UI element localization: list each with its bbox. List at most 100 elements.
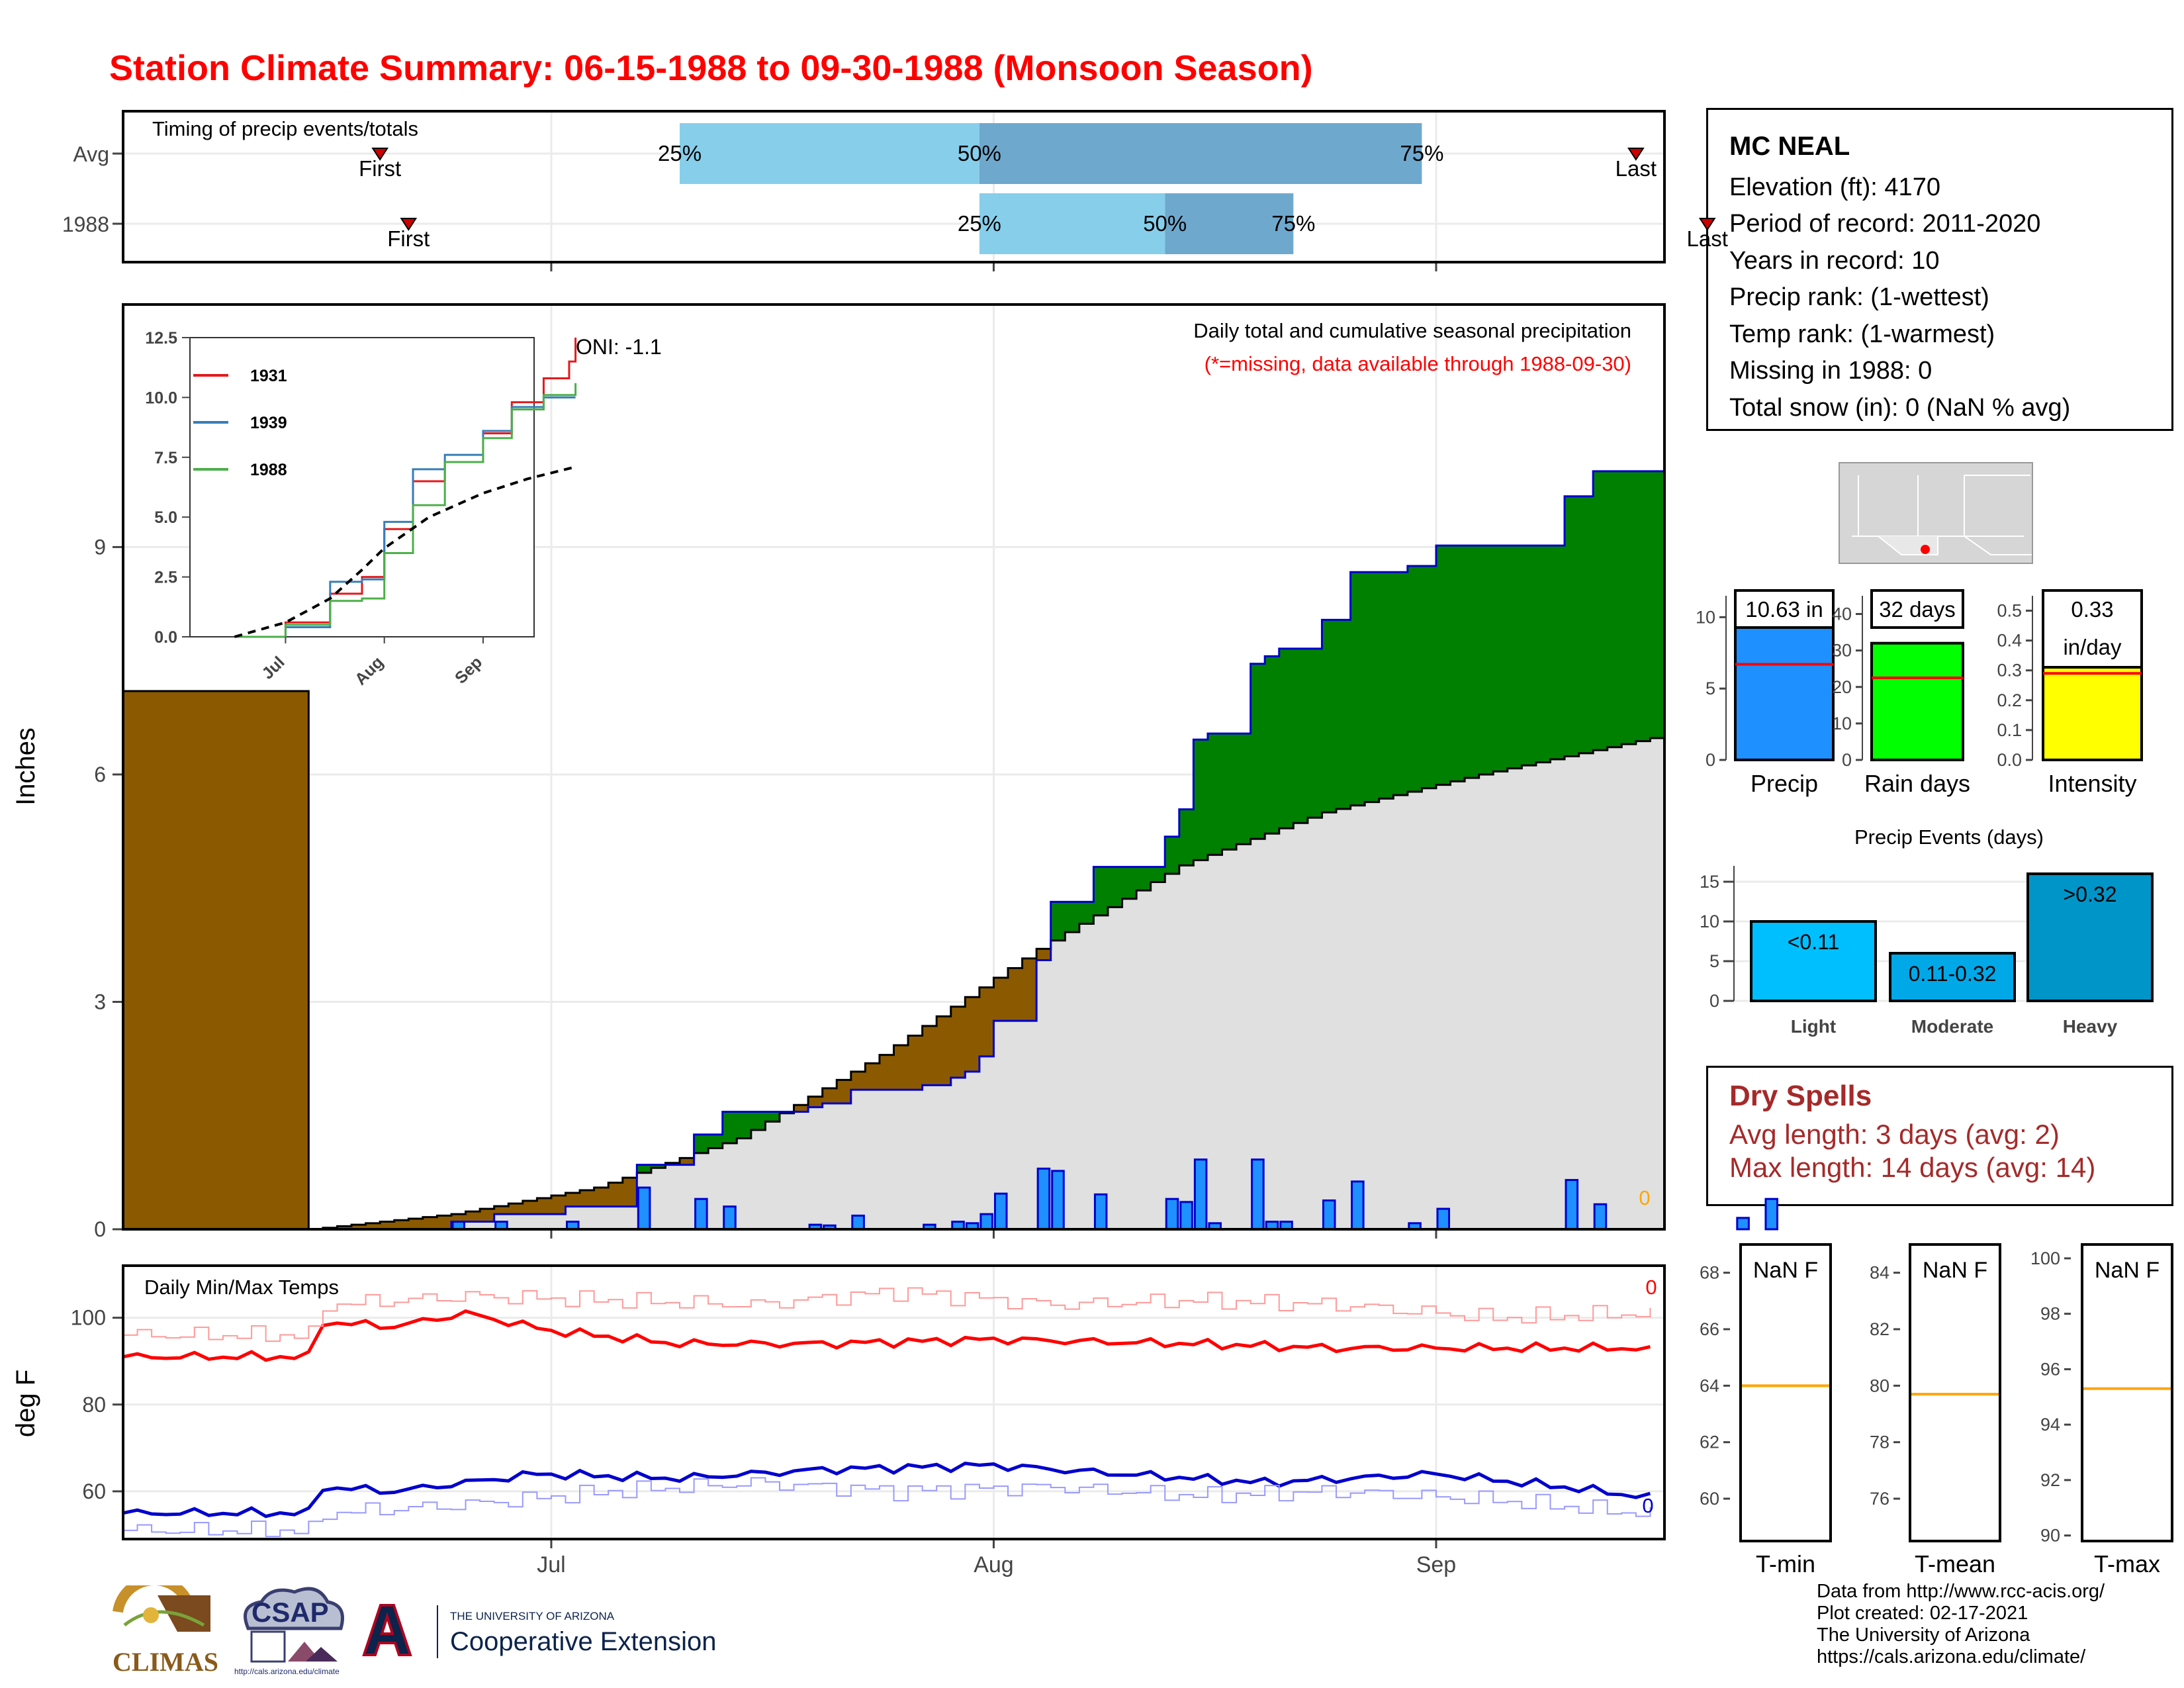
- deficit-day-4: [180, 690, 195, 1229]
- intensity-label-1: in/day: [2063, 635, 2122, 659]
- events-bar-label-0: <0.11: [1788, 930, 1840, 954]
- t-max-ytick-label-3: 96: [2040, 1359, 2060, 1379]
- rain-days-ytick-label-2: 20: [1832, 677, 1852, 697]
- station-temp-rank: Temp rank: (1-warmest): [1729, 320, 1995, 348]
- deficit-day-56: [922, 1025, 937, 1086]
- t-max-ytick-label-0: 90: [2040, 1526, 2060, 1546]
- station-period: Period of record: 2011-2020: [1729, 210, 2041, 238]
- surplus-day-79: [1250, 663, 1265, 839]
- intensity-bar: [2042, 660, 2143, 762]
- deficit-day-27: [508, 1203, 523, 1215]
- ua-a-icon: [362, 1604, 412, 1656]
- dry-spells-max: Max length: 14 days (avg: 14): [1729, 1152, 2096, 1183]
- temps-ylabel: deg F: [11, 1370, 40, 1437]
- station-info-box: MC NEAL Elevation (ft): 4170 Period of r…: [1706, 108, 2173, 431]
- deficit-day-8: [237, 690, 252, 1229]
- events-ytick-label-1: 5: [1709, 951, 1719, 971]
- main-ylabel: Inches: [11, 727, 40, 806]
- deficit-day-10: [265, 690, 281, 1229]
- daily-precip-bar-15: [1051, 1170, 1065, 1231]
- climas-logo: CLIMAS: [111, 1585, 218, 1678]
- main-missing-count: 0: [1639, 1186, 1650, 1209]
- daily-precip-bar-5: [723, 1205, 737, 1231]
- timing-row-label-1: 1988: [62, 212, 109, 236]
- deficit-day-47: [794, 1105, 809, 1112]
- csap-logo-url: http://cals.arizona.edu/climate: [234, 1667, 340, 1676]
- ua-logo: [361, 1602, 414, 1662]
- deficit-day-33: [594, 1188, 609, 1207]
- temps-missing-min: 0: [1642, 1494, 1653, 1517]
- temps-series-avg-max: [122, 1309, 1651, 1362]
- t-mean-ytick-label-3: 82: [1870, 1319, 1889, 1339]
- surplus-day-66: [1065, 902, 1080, 933]
- t-max-ytick-label-2: 94: [2040, 1415, 2060, 1434]
- inset-ytick-label-1: 2.5: [154, 569, 177, 587]
- t-max-box: [2081, 1243, 2173, 1542]
- events-ytick-label-2: 10: [1700, 912, 1719, 931]
- surplus-day-71: [1136, 867, 1152, 891]
- main-ytick-label-1: 3: [94, 990, 106, 1013]
- rain-days-label-0: 32 days: [1879, 597, 1956, 622]
- t-max-ytick-label-4: 98: [2040, 1304, 2060, 1324]
- deficit-day-32: [580, 1190, 595, 1207]
- timing-first-label-1: First: [387, 226, 430, 251]
- deficit-day-16: [351, 1225, 367, 1229]
- station-location-dot: [1921, 545, 1930, 554]
- timing-last-label-1: Last: [1687, 226, 1728, 251]
- surplus-day-81: [1279, 648, 1294, 829]
- deficit-day-0: [123, 690, 138, 1229]
- daily-precip-bar-17: [1165, 1197, 1179, 1231]
- deficit-day-19: [394, 1220, 409, 1229]
- precip-total-ytick-label-1: 5: [1706, 679, 1715, 698]
- credit-source: Data from http://www.rcc-acis.org/: [1817, 1581, 2105, 1602]
- surplus-day-106: [1635, 471, 1651, 741]
- daily-precip-bar-16: [1093, 1193, 1108, 1231]
- temps-title: Daily Min/Max Temps: [144, 1276, 339, 1299]
- daily-precip-bar-3: [637, 1186, 651, 1231]
- station-name: MC NEAL: [1729, 132, 1850, 161]
- timing-label-25-0: 25%: [658, 141, 702, 165]
- surplus-day-88: [1379, 572, 1394, 799]
- surplus-day-42: [722, 1111, 737, 1144]
- temps-xtick-label-0: Jul: [537, 1552, 565, 1577]
- rain-days-category-label: Rain days: [1864, 770, 1970, 797]
- deficit-day-63: [1022, 958, 1037, 1021]
- timing-label-75-1: 75%: [1271, 211, 1315, 236]
- daily-precip-bar-14: [1036, 1167, 1051, 1231]
- surplus-day-75: [1193, 739, 1208, 861]
- deficit-day-55: [908, 1035, 923, 1090]
- surplus-day-91: [1422, 566, 1437, 788]
- deficit-day-59: [965, 997, 980, 1072]
- main-ytick-label-2: 6: [94, 763, 106, 786]
- precip-total-label-box: [1734, 589, 1835, 629]
- location-map: [1839, 462, 2033, 564]
- intensity-label-0: 0.33: [2071, 597, 2113, 622]
- events-category-1: Moderate: [1911, 1016, 1993, 1037]
- surplus-day-70: [1122, 867, 1137, 899]
- precip-total-label-0: 10.63 in: [1745, 597, 1823, 622]
- inset-ytick-label-5: 12.5: [145, 329, 177, 348]
- surplus-day-41: [708, 1134, 723, 1149]
- t-max-ytick-label-1: 92: [2040, 1470, 2060, 1490]
- surplus-day-102: [1578, 496, 1594, 753]
- surplus-day-96: [1493, 545, 1508, 772]
- deficit-day-1: [137, 690, 152, 1229]
- credit-date: Plot created: 02-17-2021: [1817, 1603, 2028, 1624]
- temps-series-avg-min: [122, 1462, 1651, 1519]
- credit-url: https://cals.arizona.edu/climate/: [1817, 1646, 2086, 1667]
- temps-xtick-label-1: Aug: [974, 1552, 1014, 1577]
- timing-title: Timing of precip events/totals: [152, 117, 418, 140]
- events-bar-moderate: [1889, 952, 2016, 1002]
- surplus-day-43: [737, 1111, 752, 1139]
- timing-first-label-0: First: [359, 156, 401, 181]
- daily-precip-bar-4: [694, 1197, 708, 1231]
- surplus-day-103: [1593, 471, 1608, 751]
- deficit-day-26: [494, 1206, 509, 1215]
- events-title: Precip Events (days): [1854, 825, 2044, 849]
- surplus-day-36: [637, 1164, 652, 1173]
- deficit-day-21: [422, 1217, 437, 1229]
- surplus-day-89: [1393, 572, 1408, 796]
- surplus-day-86: [1350, 572, 1365, 806]
- deficit-day-22: [437, 1215, 452, 1229]
